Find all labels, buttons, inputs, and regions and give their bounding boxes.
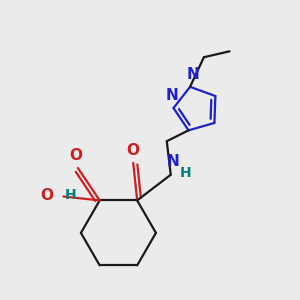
Text: O: O <box>126 143 139 158</box>
Text: N: N <box>165 88 178 103</box>
Text: O: O <box>40 188 53 203</box>
Text: H: H <box>180 166 191 180</box>
Text: O: O <box>70 148 83 163</box>
Text: H: H <box>64 188 76 202</box>
Text: N: N <box>166 154 179 169</box>
Text: N: N <box>187 67 200 82</box>
